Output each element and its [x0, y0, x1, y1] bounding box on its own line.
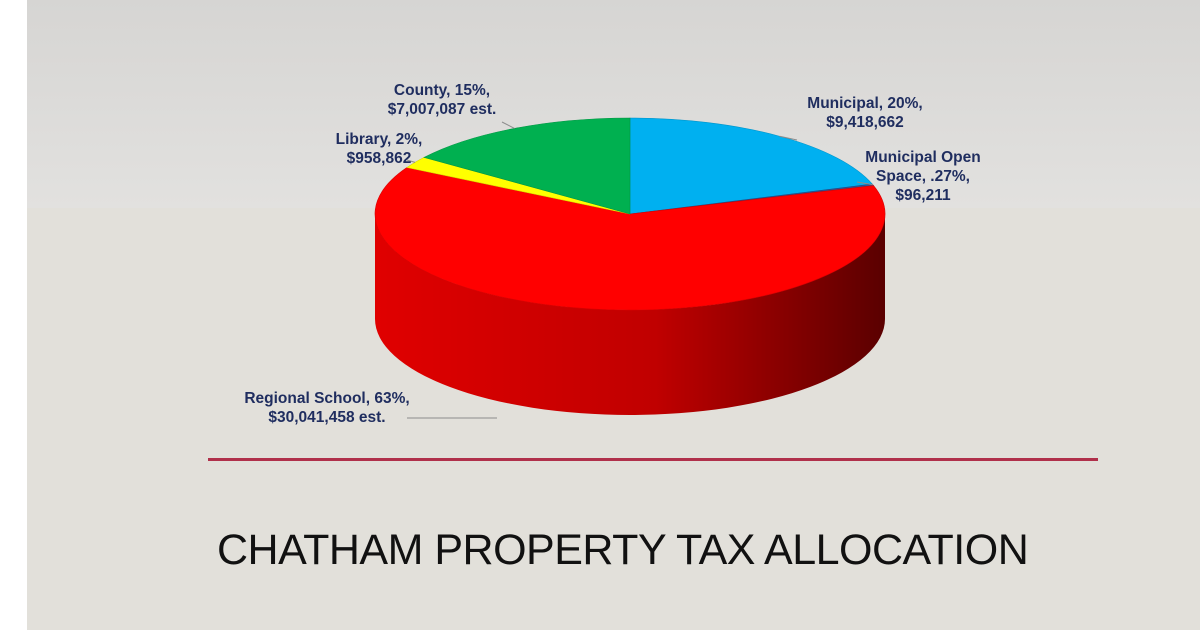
pie-slice-regional-school: [374, 167, 886, 311]
pie-slice-municipal: [629, 117, 873, 215]
slide: Municipal, 20%, $9,418,662 Municipal Open S…: [27, 0, 1200, 630]
leader-line-library: [406, 159, 416, 163]
pie-labels: Municipal, 20%, $9,418,662 Municipal Open S…: [244, 82, 980, 426]
leader-line-county: [501, 121, 515, 129]
pie-walls: [375, 214, 885, 415]
data-label-municipal-open-space: Municipal Open Space, .27%, $96,211: [865, 149, 980, 204]
pie-tops: [374, 117, 886, 311]
leader-line-municipal: [779, 135, 798, 141]
data-label-county: County, 15%, $7,007,087 est.: [388, 82, 497, 118]
slide-title: CHATHAM PROPERTY TAX ALLOCATION: [217, 526, 1029, 574]
pie-slice-county: [423, 117, 631, 215]
title-divider: [208, 458, 1098, 461]
leader-line-municipal-open-space: [856, 181, 874, 186]
data-label-municipal: Municipal, 20%, $9,418,662: [807, 95, 922, 131]
data-label-library: Library, 2%, $958,862: [336, 131, 423, 167]
pie-chart: Municipal, 20%, $9,418,662 Municipal Open S…: [244, 82, 980, 426]
pie-leaders: [406, 121, 874, 419]
pie-wall-regional-school: [375, 214, 885, 415]
data-label-regional-school: Regional School, 63%, $30,041,458 est.: [244, 390, 409, 426]
